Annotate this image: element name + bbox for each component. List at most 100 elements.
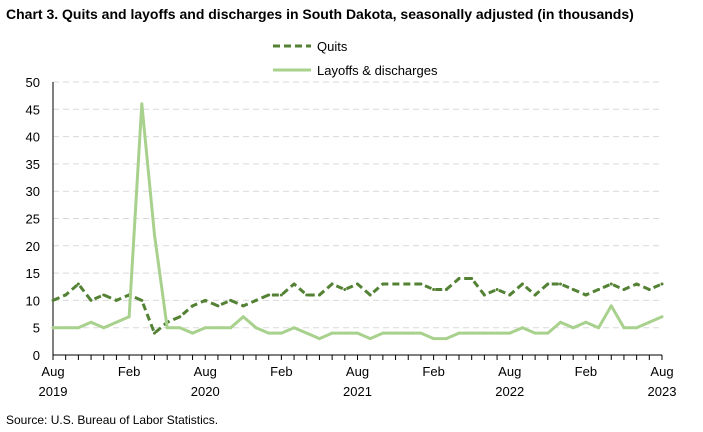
data-point	[584, 293, 588, 297]
data-point	[89, 320, 93, 324]
data-point	[178, 326, 182, 330]
data-point	[470, 277, 474, 281]
data-point	[394, 282, 398, 286]
data-point	[76, 326, 80, 330]
data-point	[559, 320, 562, 324]
data-point	[279, 293, 283, 297]
y-tick-label: 0	[33, 348, 40, 363]
series-line-quits	[52, 277, 663, 335]
data-point	[533, 293, 537, 297]
data-point	[368, 337, 372, 341]
data-point	[165, 326, 169, 330]
data-point	[64, 326, 68, 330]
data-point	[356, 331, 359, 335]
data-point	[241, 315, 245, 319]
data-point	[51, 326, 55, 330]
data-point	[241, 304, 245, 308]
data-point	[419, 282, 423, 286]
x-tick-label: Feb	[118, 364, 140, 379]
legend-label: Layoffs & discharges	[317, 63, 438, 78]
data-point	[546, 331, 550, 335]
data-point	[495, 331, 499, 335]
data-point	[305, 293, 309, 297]
data-point	[406, 282, 410, 286]
y-tick-label: 30	[26, 184, 40, 199]
data-point	[597, 326, 601, 330]
data-point	[267, 331, 271, 335]
data-point	[305, 331, 309, 335]
data-point	[140, 298, 144, 302]
data-point	[520, 326, 524, 330]
data-point	[343, 331, 347, 335]
data-point	[660, 282, 664, 286]
y-tick-label: 20	[26, 239, 40, 254]
data-point	[114, 298, 118, 302]
data-point	[444, 287, 448, 291]
data-point	[432, 337, 436, 341]
data-point	[279, 331, 283, 335]
source-note: Source: U.S. Bureau of Labor Statistics.	[6, 413, 219, 427]
y-tick-label: 45	[26, 102, 40, 117]
data-point	[635, 282, 639, 286]
data-point	[153, 233, 156, 237]
y-tick-label: 50	[26, 75, 40, 90]
data-point	[419, 331, 423, 335]
data-point	[381, 282, 385, 286]
data-point	[559, 282, 562, 286]
data-point	[394, 331, 398, 335]
x-tick-label: Aug	[194, 364, 217, 379]
legend-label: Quits	[317, 39, 348, 54]
y-tick-label: 40	[26, 130, 40, 145]
data-point	[609, 304, 613, 308]
data-point	[292, 326, 296, 330]
y-tick-label: 5	[33, 321, 40, 336]
data-point	[508, 293, 512, 297]
data-point	[229, 298, 233, 302]
data-point	[647, 287, 651, 291]
data-point	[330, 331, 334, 335]
data-point	[609, 282, 613, 286]
data-point	[292, 282, 296, 286]
data-point	[647, 320, 651, 324]
x-tick-year-label: 2023	[648, 384, 677, 399]
data-point	[520, 282, 524, 286]
data-point	[571, 326, 575, 330]
data-point	[597, 287, 601, 291]
y-tick-label: 35	[26, 157, 40, 172]
y-tick-label: 15	[26, 266, 40, 281]
data-point	[317, 293, 321, 297]
data-point	[368, 293, 372, 297]
data-point	[457, 277, 461, 281]
data-point	[89, 298, 93, 302]
data-point	[508, 331, 512, 335]
x-tick-label: Aug	[346, 364, 369, 379]
data-point	[254, 298, 258, 302]
data-point	[140, 102, 144, 106]
data-point	[622, 287, 626, 291]
data-point	[191, 331, 195, 335]
data-point	[229, 326, 233, 330]
data-point	[660, 315, 664, 319]
chart-title: Chart 3. Quits and layoffs and discharge…	[6, 6, 634, 22]
data-point	[495, 287, 499, 291]
data-point	[203, 326, 207, 330]
x-tick-year-label: 2020	[191, 384, 220, 399]
x-tick-year-label: 2022	[495, 384, 524, 399]
x-tick-label: Aug	[41, 364, 64, 379]
x-tick-label: Feb	[575, 364, 597, 379]
y-tick-label: 10	[26, 293, 40, 308]
data-point	[343, 287, 347, 291]
x-tick-label: Aug	[498, 364, 521, 379]
data-point	[457, 331, 461, 335]
data-point	[432, 287, 436, 291]
data-point	[622, 326, 626, 330]
data-point	[584, 320, 588, 324]
data-point	[635, 326, 639, 330]
data-point	[216, 326, 220, 330]
data-point	[356, 282, 359, 286]
x-tick-year-label: 2019	[39, 384, 68, 399]
x-tick-year-label: 2021	[343, 384, 372, 399]
data-point	[533, 331, 537, 335]
data-point	[216, 304, 220, 308]
